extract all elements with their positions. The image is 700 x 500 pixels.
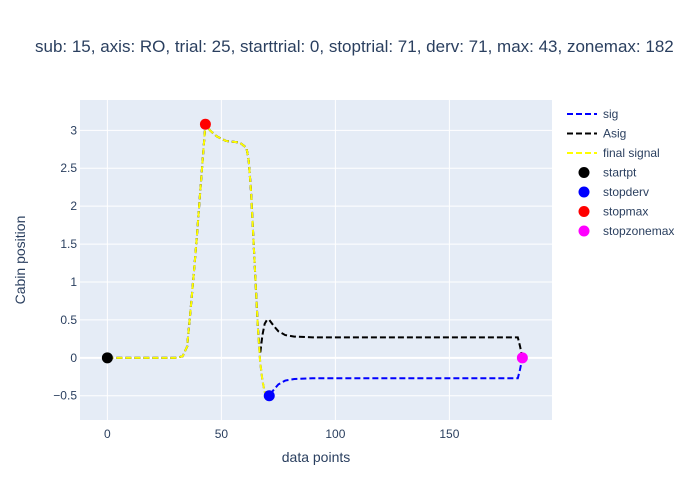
y-tick-label: 0 <box>70 351 77 365</box>
legend-swatch-stopderv <box>578 186 590 198</box>
x-axis-title: data points <box>282 449 351 465</box>
legend-label[interactable]: startpt <box>603 166 637 180</box>
y-tick-label: 1.5 <box>60 237 77 251</box>
y-axis-title: Cabin position <box>12 216 28 305</box>
x-tick-label: 100 <box>325 427 345 441</box>
y-tick-label: 2.5 <box>60 161 77 175</box>
marker-stopzonemax[interactable] <box>516 352 528 364</box>
y-tick-label: 2 <box>70 199 77 213</box>
x-tick-label: 50 <box>215 427 229 441</box>
legend-swatch-stopmax <box>578 206 590 217</box>
plot-series <box>101 118 528 402</box>
chart-title: sub: 15, axis: RO, trial: 25, starttrial… <box>35 37 674 56</box>
grid <box>80 100 552 420</box>
legend-swatch-stopzonemax <box>578 225 590 237</box>
legend-swatch-startpt <box>578 167 590 178</box>
tick-labels: 0 50 100 150 −0.5 0 0.5 1 1.5 2 2.5 3 <box>53 123 459 441</box>
y-tick-label: 0.5 <box>60 313 77 327</box>
y-tick-label: −0.5 <box>53 389 77 403</box>
plot-area[interactable] <box>80 100 552 420</box>
legend-label[interactable]: stopderv <box>603 185 649 199</box>
x-tick-label: 0 <box>104 427 111 441</box>
y-tick-label: 3 <box>70 123 77 137</box>
marker-startpt[interactable] <box>101 352 113 364</box>
marker-stopderv[interactable] <box>263 390 275 402</box>
legend-label[interactable]: sig <box>603 107 618 121</box>
series-final-signal[interactable] <box>107 121 270 397</box>
x-tick-label: 150 <box>439 427 459 441</box>
y-tick-label: 1 <box>70 275 77 289</box>
legend-label[interactable]: stopzonemax <box>603 224 674 238</box>
marker-stopmax[interactable] <box>199 118 211 130</box>
legend-label[interactable]: Asig <box>603 127 626 141</box>
legend: sig Asig final signal startpt stopderv stopma… <box>567 107 674 238</box>
legend-label[interactable]: final signal <box>603 146 660 160</box>
legend-label[interactable]: stopmax <box>603 205 648 219</box>
